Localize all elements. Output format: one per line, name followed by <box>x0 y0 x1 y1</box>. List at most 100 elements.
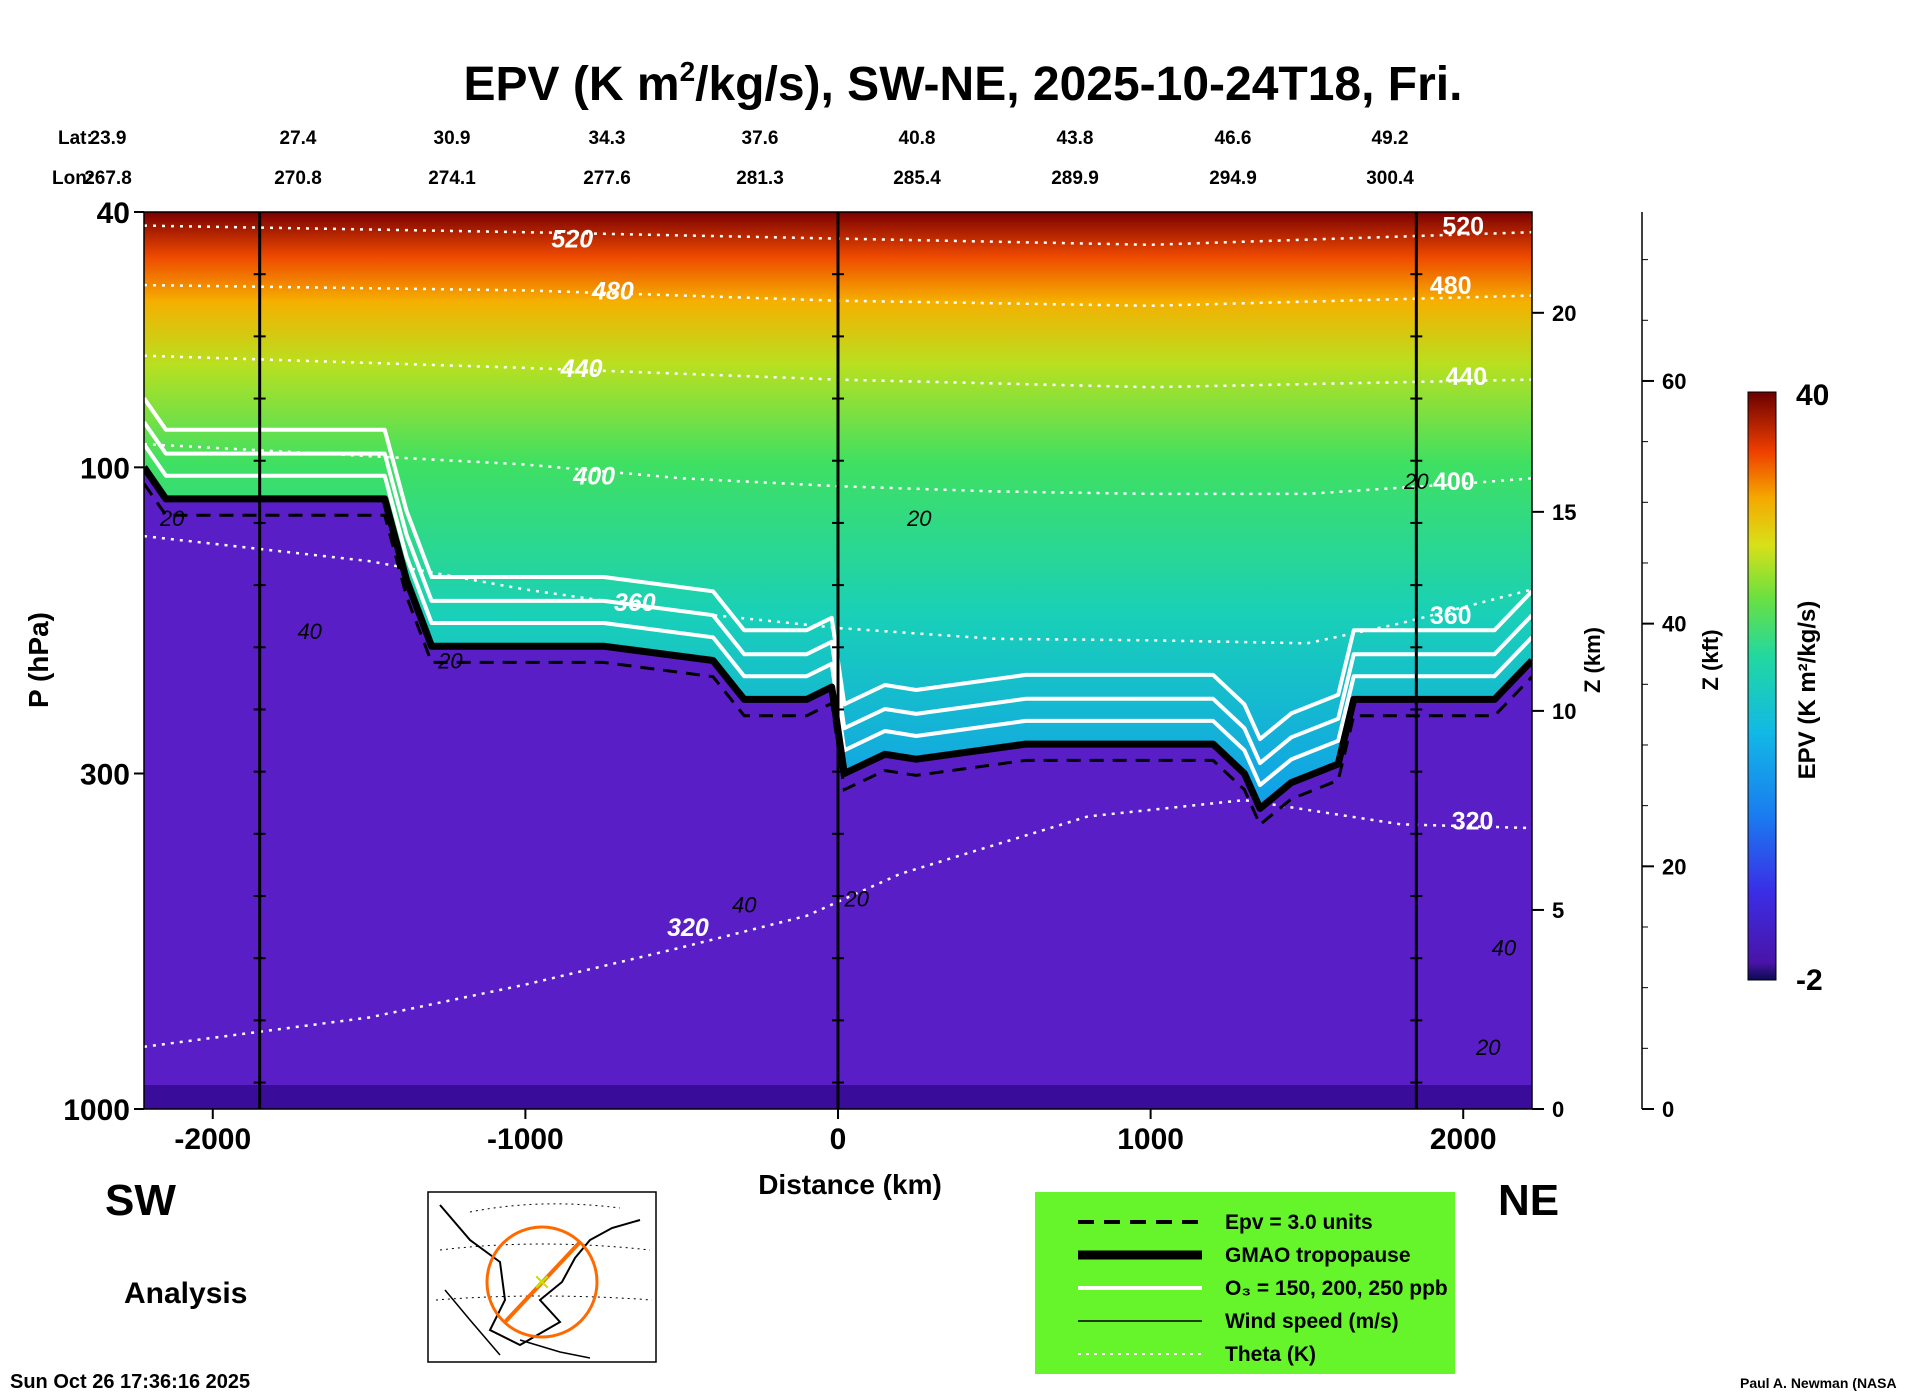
z-kft-axis: 0 20 40 60 <box>1641 212 1686 1122</box>
sw-label: SW <box>105 1176 176 1225</box>
lat-value: 43.8 <box>1057 128 1094 149</box>
z-kft-tick-label: 20 <box>1662 854 1686 879</box>
lat-value: 23.9 <box>90 128 127 149</box>
x-tick-label: -2000 <box>174 1123 251 1156</box>
theta-line <box>144 442 1532 496</box>
x-tick-label: 0 <box>830 1123 847 1156</box>
z-km-tick-label: 5 <box>1552 898 1564 923</box>
legend-label: Theta (K) <box>1225 1343 1316 1366</box>
ne-label: NE <box>1498 1176 1559 1225</box>
legend-label: O₃ = 150, 200, 250 ppb <box>1225 1277 1448 1300</box>
time-markers <box>253 212 1423 1109</box>
lat-label: Lat: <box>58 128 93 149</box>
theta-label: 320 <box>667 914 709 942</box>
map-graticule <box>435 1203 653 1301</box>
theta-labels: 320 360 400 440 480 520 520 480 440 400 360 320 <box>551 213 1493 942</box>
lat-value: 34.3 <box>589 128 626 149</box>
theta-label-right: 520 <box>1442 213 1484 241</box>
epv-3-contour <box>144 482 1532 828</box>
legend: Epv = 3.0 units GMAO tropopause O₃ = 150, … <box>1035 1192 1455 1374</box>
lon-value: 300.4 <box>1366 168 1414 189</box>
p-tick-label: 1000 <box>63 1094 130 1127</box>
y-axis-label: P (hPa) <box>23 612 54 708</box>
lon-value: 285.4 <box>893 168 941 189</box>
lat-value: 49.2 <box>1372 128 1409 149</box>
distance-axis: -2000 -1000 0 1000 2000 <box>174 1109 1497 1156</box>
lat-lon-row: 23.9 27.4 30.9 34.3 37.6 40.8 43.8 46.6 49.2 267.… <box>84 128 1414 189</box>
colorbar-label: EPV (K m²/kg/s) <box>1794 601 1821 780</box>
z-km-axis: 0 5 10 15 20 <box>1532 301 1576 1122</box>
gmao-tropopause-line <box>144 465 1532 812</box>
wind-speed-label: 20 <box>159 506 185 531</box>
z-km-axis-label: Z (km) <box>1580 627 1605 693</box>
colorbar-max-label: 40 <box>1796 379 1829 412</box>
map-frame <box>427 1191 657 1363</box>
timestamp: Sun Oct 26 17:36:16 2025 <box>10 1371 250 1393</box>
lat-value: 46.6 <box>1215 128 1252 149</box>
map-range-circle <box>485 1225 599 1339</box>
z-kft-tick-label: 40 <box>1662 612 1686 637</box>
lon-value: 281.3 <box>736 168 784 189</box>
analysis-label: Analysis <box>124 1277 247 1310</box>
theta-line <box>144 798 1532 1049</box>
z-km-tick-label: 0 <box>1552 1097 1564 1122</box>
theta-label-right: 320 <box>1452 807 1494 835</box>
wind-speed-label: 20 <box>844 887 870 912</box>
theta-label: 440 <box>560 355 603 383</box>
credit: Paul A. Newman (NASA <box>1740 1375 1897 1391</box>
ozone-contour-line <box>144 396 1532 742</box>
z-kft-axis-label: Z (kft) <box>1698 629 1723 690</box>
map-coastline <box>439 1204 641 1347</box>
p-tick-label: 300 <box>80 758 130 791</box>
theta-label-right: 400 <box>1433 468 1475 496</box>
p-tick-label: 100 <box>80 452 130 485</box>
ozone-contours <box>144 396 1532 788</box>
chart-title: EPV (K m2/kg/s), SW-NE, 2025-10-24T18, F… <box>464 56 1463 111</box>
lon-value: 294.9 <box>1209 168 1257 189</box>
theta-label: 360 <box>614 589 656 617</box>
map-center-marker: ✕ <box>533 1270 551 1295</box>
theta-label-right: 360 <box>1430 602 1472 630</box>
theta-label: 480 <box>591 277 634 305</box>
theta-label: 520 <box>551 226 593 254</box>
p-tick-label: 40 <box>97 197 130 230</box>
pressure-axis: 40 100 300 1000 <box>63 197 144 1127</box>
z-km-tick-label: 20 <box>1552 301 1576 326</box>
lon-value: 270.8 <box>274 168 322 189</box>
lon-label: Lon: <box>52 168 93 189</box>
wind-speed-label: 20 <box>437 649 463 674</box>
theta-label: 400 <box>572 463 615 491</box>
wind-speed-label: 40 <box>1492 935 1517 960</box>
z-kft-tick-label: 0 <box>1662 1097 1674 1122</box>
ozone-contour-line <box>144 420 1532 766</box>
lon-value: 267.8 <box>84 168 132 189</box>
legend-label: Wind speed (m/s) <box>1225 1310 1399 1333</box>
lon-value: 277.6 <box>583 168 631 189</box>
wind-speed-label: 20 <box>906 506 932 531</box>
legend-label: GMAO tropopause <box>1225 1244 1411 1267</box>
z-kft-tick-label: 60 <box>1662 369 1686 394</box>
x-tick-label: -1000 <box>487 1123 564 1156</box>
z-km-tick-label: 10 <box>1552 699 1576 724</box>
theta-label-right: 440 <box>1445 363 1487 391</box>
lon-value: 289.9 <box>1051 168 1099 189</box>
colorbar <box>1747 391 1777 981</box>
inset-map: ✕ <box>427 1191 657 1363</box>
x-tick-label: 1000 <box>1117 1123 1184 1156</box>
map-coastline-south <box>444 1289 591 1359</box>
legend-label: Epv = 3.0 units <box>1225 1211 1373 1234</box>
lat-value: 30.9 <box>434 128 471 149</box>
x-axis-label: Distance (km) <box>758 1169 942 1200</box>
lat-value: 27.4 <box>280 128 317 149</box>
lat-value: 40.8 <box>899 128 936 149</box>
ozone-contour-line <box>144 442 1532 788</box>
wind-speed-label: 40 <box>297 619 322 644</box>
z-km-tick-label: 15 <box>1552 500 1576 525</box>
colorbar-min-label: -2 <box>1796 964 1823 997</box>
x-tick-label: 2000 <box>1430 1123 1497 1156</box>
lat-value: 37.6 <box>742 128 779 149</box>
wind-speed-label: 20 <box>1475 1035 1501 1060</box>
